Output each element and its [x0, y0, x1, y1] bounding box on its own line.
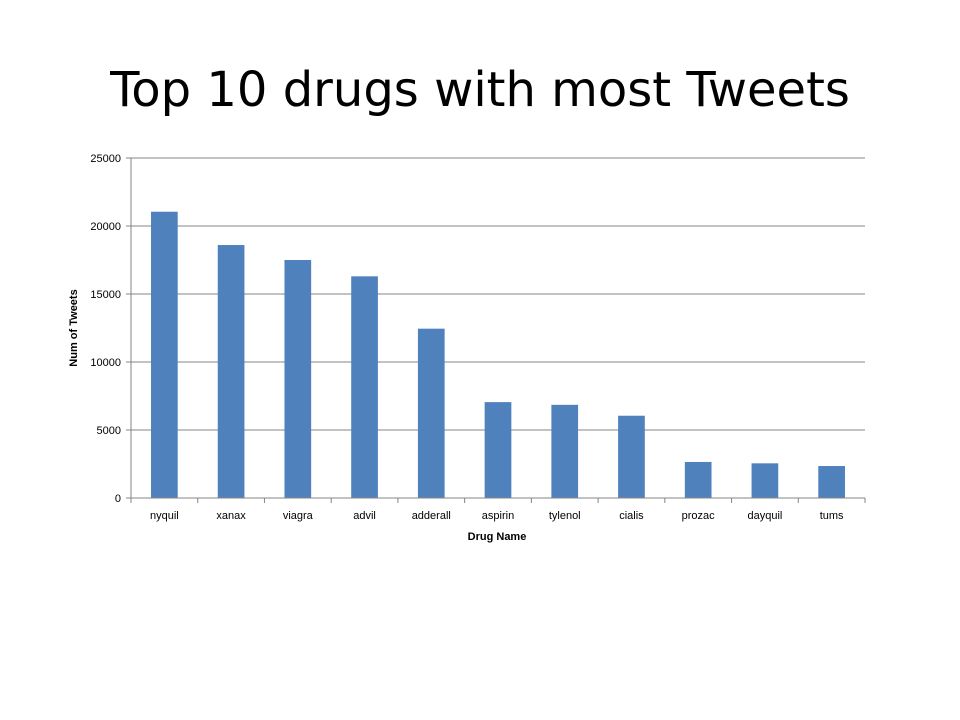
bar-tums: [818, 466, 845, 498]
y-tick-label: 25000: [90, 153, 121, 165]
x-tick-label: nyquil: [150, 510, 179, 522]
x-tick-label: cialis: [619, 510, 644, 522]
bar-cialis: [618, 415, 645, 498]
y-tick-label: 0: [115, 493, 121, 505]
x-tick-label: xanax: [216, 510, 246, 522]
x-tick-label: aspirin: [482, 510, 514, 522]
gridlines: [131, 157, 865, 431]
y-tick-label: 20000: [90, 221, 121, 233]
bars: [151, 211, 845, 498]
x-axis-title: Drug Name: [468, 531, 527, 543]
x-tick-label: viagra: [283, 510, 314, 522]
x-tick-label: dayquil: [747, 510, 782, 522]
bar-prozac: [684, 461, 712, 498]
x-tick-label: advil: [353, 510, 376, 522]
y-tick-labels: 0 5000 10000 15000 20000 25000: [90, 153, 121, 505]
bar-viagra: [284, 260, 312, 498]
bar-nyquil: [151, 211, 178, 498]
x-tick-label: tums: [820, 510, 844, 522]
bar-dayquil: [751, 463, 779, 498]
x-tick-label: tylenol: [549, 510, 581, 522]
bar-advil: [351, 276, 378, 498]
x-tick-labels: nyquil xanax viagra advil adderall aspirin tyl…: [150, 510, 844, 522]
y-tick-label: 5000: [97, 425, 121, 437]
bar-tylenol: [551, 404, 579, 498]
x-tick-label: adderall: [412, 510, 451, 522]
y-tick-label: 10000: [90, 357, 121, 369]
axes: [126, 157, 866, 503]
slide-title: Top 10 drugs with most Tweets: [110, 62, 850, 118]
y-tick-label: 15000: [90, 289, 121, 301]
y-axis-title: Num of Tweets: [68, 289, 80, 366]
bar-adderall: [417, 328, 445, 498]
bar-xanax: [217, 245, 245, 498]
x-tick-label: prozac: [682, 510, 716, 522]
bar-aspirin: [484, 402, 512, 498]
